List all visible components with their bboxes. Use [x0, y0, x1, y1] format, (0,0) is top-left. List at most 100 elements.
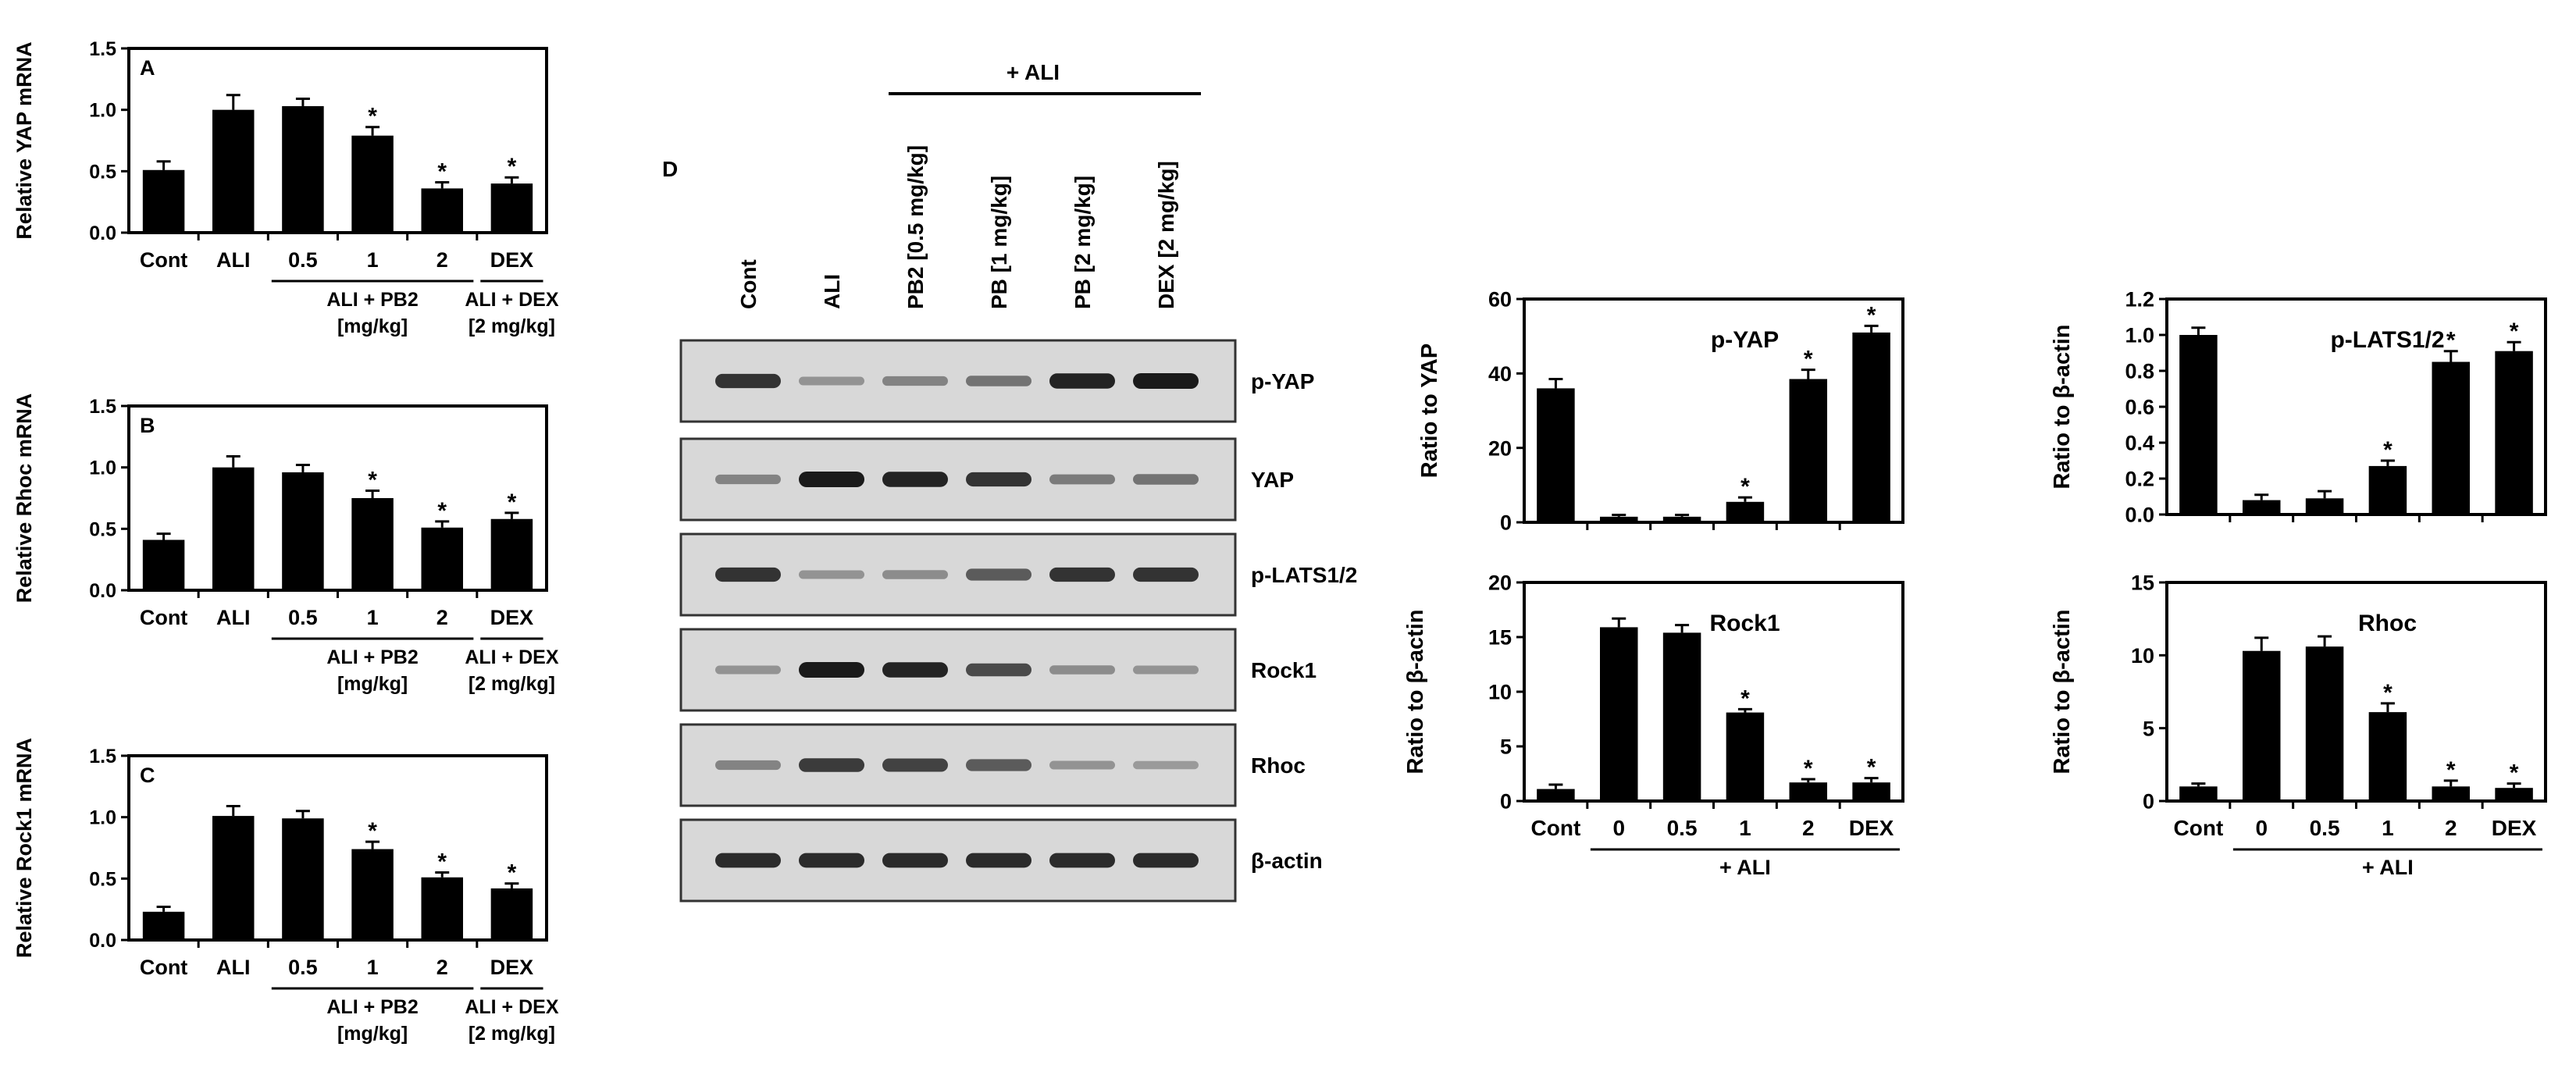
blot-strip: Rhoc [679, 723, 1306, 807]
category-label: 0.5 [1667, 816, 1698, 840]
bar [351, 135, 394, 233]
y-tick-label: 1.0 [89, 100, 116, 122]
category-label: DEX [1849, 816, 1894, 840]
panel-label: C [140, 764, 155, 787]
bar [1726, 501, 1765, 522]
significance-star: * [368, 104, 377, 130]
blot-row-label: Rhoc [1251, 753, 1306, 778]
significance-star: * [437, 158, 447, 184]
blot-band [882, 758, 948, 772]
bar [421, 877, 463, 940]
y-tick-label: 15 [2131, 571, 2154, 595]
significance-star: * [508, 860, 517, 886]
bar [1789, 782, 1827, 801]
plot-frame [127, 754, 548, 942]
chart-Rock1: 0 5 10 15 20 Ratio to β-actin Rock1 Cont 0 0.5 * 1 *… [1403, 571, 1904, 879]
category-label: 1 [2382, 816, 2394, 840]
y-tick-label: 15 [1488, 626, 1512, 650]
y-tick-label: 20 [1488, 436, 1512, 460]
group-label: ALI + PB2 [326, 289, 418, 311]
y-tick-label: 0 [2143, 790, 2154, 814]
significance-star: * [1867, 755, 1876, 781]
y-tick-label: 0.4 [2125, 432, 2154, 455]
category-label: 0.5 [2310, 816, 2340, 840]
blot-band [882, 472, 948, 487]
y-tick-label: 40 [1488, 362, 1512, 386]
bar [2368, 712, 2407, 801]
blot-group-label: + ALI [1007, 60, 1060, 84]
group-label: + ALI [2362, 856, 2414, 879]
y-tick-label: 0.0 [89, 580, 116, 602]
bar [212, 109, 255, 233]
category-label: DEX [490, 248, 534, 272]
y-axis-label: Ratio to β-actin [2050, 324, 2075, 489]
y-tick-label: 10 [1488, 681, 1512, 704]
y-tick-label: 0.5 [89, 868, 116, 890]
blot-band [1133, 373, 1199, 389]
blot-band [1133, 760, 1199, 770]
category-label: DEX [490, 606, 534, 629]
category-label: ALI [216, 248, 251, 272]
blot-band [1133, 665, 1199, 675]
category-label: 2 [436, 606, 448, 629]
bar [490, 518, 533, 590]
significance-star: * [1804, 347, 1813, 372]
panel-label: Rhoc [2358, 611, 2417, 636]
bar [2432, 361, 2470, 515]
blot-strip: YAP [679, 437, 1294, 522]
y-tick-label: 1.0 [2125, 324, 2154, 347]
blot-band [966, 663, 1031, 677]
panel-label: B [140, 414, 155, 437]
panel-d-label: D [662, 157, 678, 181]
blot-band [966, 568, 1031, 581]
blot-lane-label: PB [1 mg/kg] [987, 176, 1011, 309]
group-label: + ALI [1719, 856, 1771, 879]
blot-strip: p-YAP [679, 339, 1314, 423]
category-label: DEX [2492, 816, 2537, 840]
chart-layer: 0.0 0.5 1.0 1.5 Relative YAP mRNA A Cont ALI 0.5… [12, 38, 2547, 1045]
category-label: 2 [436, 248, 448, 272]
blot-lane-label: Cont [736, 259, 761, 309]
significance-star: * [368, 818, 377, 844]
blot-strip-frame [679, 628, 1237, 712]
y-tick-label: 1.0 [89, 807, 116, 829]
significance-star: * [368, 468, 377, 493]
bar [490, 888, 533, 940]
blot-strip: p-LATS1/2 [679, 532, 1357, 617]
blot-band [882, 570, 948, 579]
group-label: ALI + DEX [465, 996, 558, 1018]
significance-star: * [2383, 680, 2393, 706]
blot-band [799, 376, 864, 386]
category-label: 2 [2445, 816, 2457, 840]
bar [1537, 789, 1575, 801]
group-label: ALI + PB2 [326, 646, 418, 668]
panel-label: p-YAP [1711, 327, 1779, 353]
chart-Rhoc: 0 5 10 15 Ratio to β-actin Rhoc Cont 0 0.5 * 1 * 2 * D… [2050, 571, 2547, 879]
blot-strip: Rock1 [679, 628, 1317, 712]
y-axis-label: Ratio to β-actin [1403, 609, 1428, 774]
bar [2243, 500, 2281, 515]
category-label: 0.5 [288, 956, 318, 979]
category-label: 0.5 [288, 248, 318, 272]
category-label: 1 [367, 606, 379, 629]
blot-band [882, 376, 948, 386]
y-tick-label: 60 [1488, 288, 1512, 312]
blot-band [1049, 760, 1115, 770]
bar [142, 539, 185, 590]
y-tick-label: 5 [1500, 735, 1512, 759]
y-axis-label: Relative Rock1 mRNA [12, 738, 36, 958]
bar [142, 169, 185, 233]
y-axis-label: Ratio to β-actin [2050, 609, 2075, 774]
group-label-unit: [mg/kg] [337, 673, 408, 695]
blot-band [1133, 474, 1199, 485]
bar [421, 527, 463, 590]
y-tick-label: 0.6 [2125, 396, 2154, 419]
category-label: DEX [490, 956, 534, 979]
category-label: 2 [1802, 816, 1815, 840]
y-tick-label: 10 [2131, 644, 2154, 668]
bar [282, 472, 324, 590]
significance-star: * [1740, 474, 1750, 500]
y-axis-label: Ratio to YAP [1417, 344, 1442, 478]
category-label: Cont [140, 606, 187, 629]
y-tick-label: 1.0 [89, 458, 116, 479]
